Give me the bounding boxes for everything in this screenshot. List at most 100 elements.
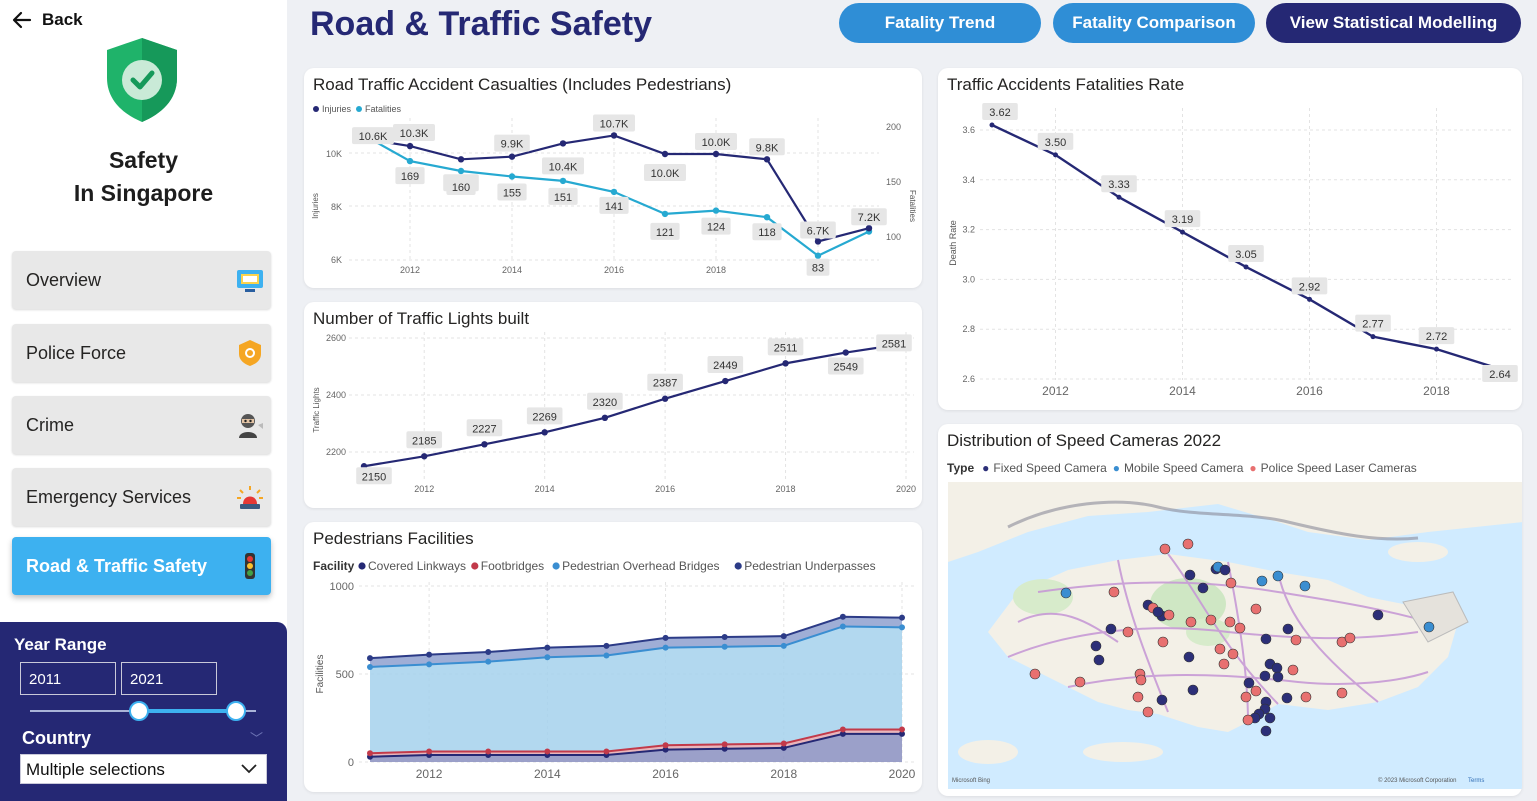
speed-camera-marker [1135,674,1147,686]
year-slider-end-handle[interactable] [226,701,246,721]
year-slider-start-handle[interactable] [129,701,149,721]
nav-item-overview[interactable]: Overview [12,251,271,309]
nav-item-emergency-services[interactable]: Emergency Services [12,468,271,526]
legend-dot [471,562,479,570]
speed-camera-marker [1205,614,1217,626]
fatalities-point [712,207,720,214]
data-label: 2387 [653,378,677,390]
x-tick-label: 2020 [896,484,916,494]
data-label-bg [494,134,530,152]
series-point [839,726,846,733]
injuries-line [358,134,870,243]
data-label: 160 [452,182,470,194]
speed-camera-marker [1234,622,1246,634]
legend-label: Covered Linkways [368,559,466,573]
data-label: 3.19 [1172,214,1193,226]
chevron-down-icon[interactable]: ﹀ [250,731,264,746]
fatality-comparison-button[interactable]: Fatality Comparison [1053,3,1255,43]
series-point [426,661,433,668]
x-tick-label: 2012 [400,265,420,275]
police-badge-icon [239,340,261,366]
data-label-bg [446,178,476,195]
map-terms-link[interactable]: Terms [1468,778,1484,784]
speed-camera-marker [1183,651,1195,663]
nav-item-police-force[interactable]: Police Force [12,324,271,382]
data-label-bg [982,103,1018,121]
x-tick-label: 2014 [502,265,522,275]
series-line [369,625,903,668]
series-point [839,730,846,737]
speed-camera-marker [1290,634,1302,646]
y-tick-label: 10K [326,149,342,159]
x-tick-label: 2020 [889,767,916,781]
series-point [426,651,433,658]
map-legend: Type ● Fixed Speed Camera ● Mobile Speed C… [947,461,1417,475]
legend-label: Mobile Speed Camera [1124,461,1244,475]
nav-item-road-traffic-safety[interactable]: Road & Traffic Safety [12,537,271,595]
x-tick-label: 2018 [770,767,797,781]
death-rate-point [1434,346,1439,352]
map-legend-title: Type [947,461,975,475]
y2-tick-label: 150 [886,177,901,187]
series-point [367,655,373,662]
series-point [603,652,610,659]
series-point [544,654,551,661]
speed-camera-marker [1282,623,1294,635]
page-title: Road & Traffic Safety [310,5,652,43]
year-range-label: Year Range [14,635,107,654]
speed-camera-marker [1197,582,1209,594]
speed-camera-marker [1224,616,1236,628]
legend-label: Pedestrian Underpasses [744,559,875,573]
legend-dot: ● [1249,461,1257,475]
speed-camera-marker [1163,609,1175,621]
data-label-bg [1164,210,1201,228]
back-button[interactable]: Back [10,8,83,32]
year-to-input[interactable]: 2021 [121,662,217,695]
data-label-bg [1482,365,1518,383]
data-label-bg [1228,244,1264,262]
nav-item-label: Overview [26,269,102,290]
data-label-bg [542,157,584,175]
fatality-rate-chart-card: Traffic Accidents Fatalities Rate 3.6 3.4… [938,68,1522,410]
fatalities-point [406,157,414,165]
data-label: 10.0K [651,168,680,180]
y-tick-label: 2200 [326,447,346,457]
series-line [369,732,902,758]
series-point [485,748,492,755]
sidebar: Back Safety In Singapore Overview Police… [0,0,287,801]
data-label-bg [1291,277,1328,295]
y-tick-label: 2400 [326,390,346,400]
singapore-map[interactable]: Microsoft Bing © 2023 Microsoft Corporat… [948,482,1522,789]
year-from-input[interactable]: 2011 [20,662,116,695]
data-label: 155 [503,188,521,200]
series-point [780,633,787,640]
x-tick-label: 2016 [604,265,624,275]
speed-camera-marker [1259,670,1271,682]
speed-camera-marker [1272,671,1284,683]
series-point [899,726,905,733]
data-label-bg [1418,327,1455,345]
country-dropdown[interactable]: Multiple selections [20,754,267,784]
speed-camera-marker [1287,664,1299,676]
data-label: 10.3K [400,128,429,140]
country-label: Country [22,728,91,748]
data-label: 10.4K [549,161,578,173]
series-line [369,615,903,660]
nav-item-label: Crime [26,414,74,435]
data-label: 124 [707,222,725,234]
data-label: 9.9K [501,139,524,151]
injuries-point [406,142,414,150]
legend-dot [313,106,319,112]
view-statistical-modelling-button[interactable]: View Statistical Modelling [1266,3,1521,43]
x-tick-label: 2016 [1296,384,1323,398]
data-label-bg [647,373,683,391]
data-label: 2511 [774,342,798,354]
fatality-trend-button[interactable]: Fatality Trend [839,3,1041,43]
chart-title: Traffic Accidents Fatalities Rate [947,75,1185,94]
nav-item-crime[interactable]: Crime [12,396,271,454]
data-label-bg [599,196,629,214]
speed-camera-marker [1152,606,1164,618]
legend-label: Fixed Speed Camera [993,461,1107,475]
data-label-bg [876,334,912,352]
data-label: 2269 [532,411,556,423]
